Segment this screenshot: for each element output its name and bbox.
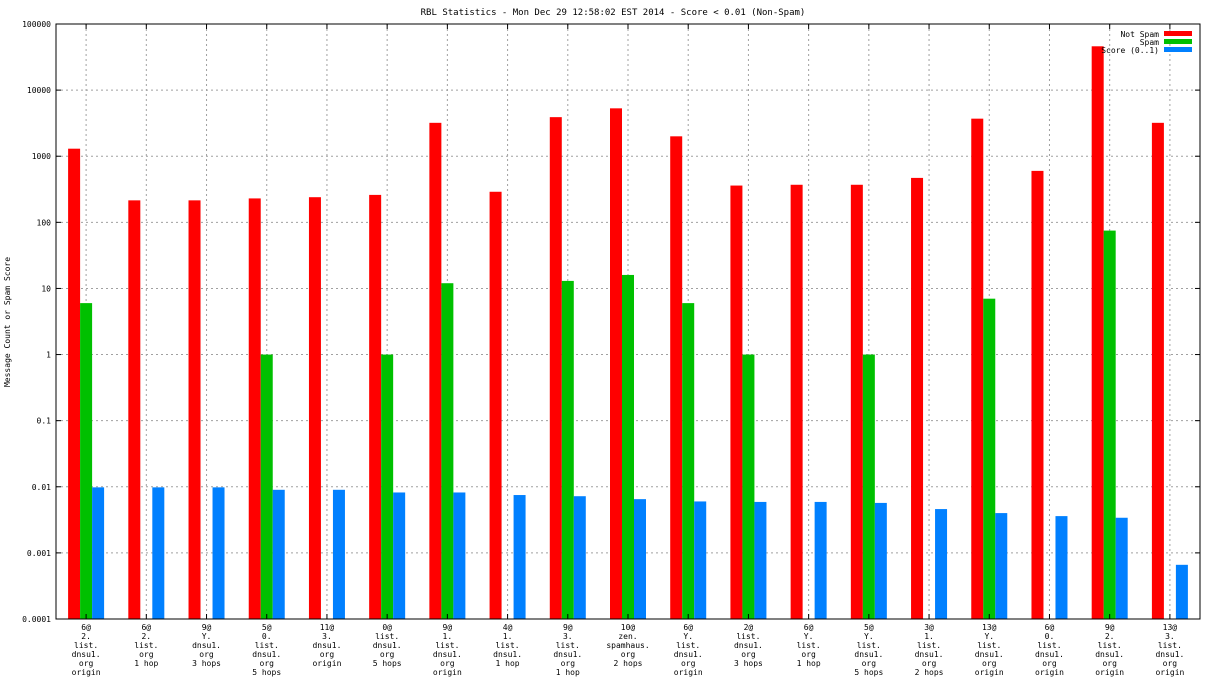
- bar-not-spam: [730, 185, 743, 620]
- bar-not-spam: [128, 200, 141, 619]
- legend-swatch: [1164, 31, 1192, 36]
- bar-not-spam: [1091, 46, 1104, 619]
- x-tick-label: 6@ 0. list. dnsu1. org origin: [1035, 623, 1064, 677]
- bars: [68, 46, 1188, 620]
- x-axis-ticks: 6@ 2. list. dnsu1. org origin 6@ 2. list. org 1 ho…: [72, 24, 1185, 677]
- bar-spam: [441, 283, 454, 619]
- bar-spam: [561, 280, 574, 619]
- y-tick-label: 1000: [32, 152, 51, 161]
- y-tick-label: 10000: [27, 86, 51, 95]
- bar-spam: [682, 303, 695, 619]
- x-tick-label: 6@ Y. list. dnsu1. org origin: [674, 623, 703, 677]
- y-tick-label: 1: [46, 351, 51, 360]
- legend-label: Score (0..1): [1101, 46, 1159, 55]
- legend-label: Spam: [1140, 38, 1159, 47]
- bar-score-0-1: [272, 489, 285, 619]
- y-tick-label: 100: [37, 218, 52, 227]
- bar-spam: [983, 298, 996, 619]
- x-tick-label: 4@ 1. list. dnsu1. 1 hop: [493, 623, 522, 668]
- x-tick-label: 9@ 2. list. dnsu1. org origin: [1095, 623, 1124, 677]
- bar-score-0-1: [754, 501, 767, 619]
- bar-score-0-1: [332, 489, 345, 619]
- x-tick-label: 6@ 2. list. dnsu1. org origin: [72, 623, 101, 677]
- y-tick-label: 0.01: [32, 483, 51, 492]
- y-axis-ticks: 0.0001 0.001 0.01 0.1 1 10 100 1000 10000 100000: [22, 20, 1200, 624]
- bar-not-spam: [850, 184, 863, 619]
- y-tick-label: 0.1: [37, 417, 52, 426]
- y-axis-label: Message Count or Spam Score: [3, 257, 12, 387]
- bar-score-0-1: [995, 513, 1008, 619]
- bar-score-0-1: [453, 492, 466, 619]
- x-tick-label: 9@ 1. list. dnsu1. org origin: [433, 623, 462, 677]
- bar-not-spam: [911, 177, 924, 619]
- chart-title: RBL Statistics - Mon Dec 29 12:58:02 EST…: [421, 8, 806, 18]
- bar-not-spam: [489, 191, 502, 620]
- y-tick-label: 0.0001: [22, 615, 51, 624]
- legend-label: Not Spam: [1120, 30, 1159, 39]
- bar-spam: [260, 354, 273, 619]
- bar-not-spam: [610, 108, 622, 619]
- bar-not-spam: [188, 200, 201, 619]
- bar-score-0-1: [1055, 516, 1068, 619]
- bar-not-spam: [369, 194, 382, 619]
- y-tick-label: 100000: [22, 20, 51, 29]
- bar-not-spam: [1151, 122, 1164, 619]
- x-tick-label: 11@ 3. dnsu1. org origin: [312, 623, 341, 668]
- x-tick-label: 5@ Y. list. dnsu1. org 5 hops: [854, 623, 883, 677]
- x-tick-label: 13@ Y. list. dnsu1. org origin: [975, 623, 1004, 677]
- bar-score-0-1: [814, 501, 827, 619]
- legend-swatch: [1164, 47, 1192, 52]
- bar-not-spam: [429, 122, 442, 619]
- bar-not-spam: [549, 117, 562, 619]
- bar-not-spam: [68, 148, 81, 619]
- bar-not-spam: [971, 118, 984, 619]
- bar-score-0-1: [634, 499, 646, 619]
- bar-score-0-1: [513, 495, 526, 619]
- bar-not-spam: [670, 136, 683, 619]
- x-tick-label: 5@ 0. list. dnsu1. org 5 hops: [252, 623, 281, 677]
- bar-score-0-1: [1175, 564, 1188, 619]
- bar-not-spam: [248, 198, 261, 619]
- bar-spam: [862, 354, 875, 619]
- bar-score-0-1: [212, 487, 225, 619]
- bar-spam: [622, 274, 634, 619]
- bar-spam: [381, 354, 394, 619]
- y-tick-label: 0.001: [27, 549, 51, 558]
- bar-spam: [80, 303, 93, 619]
- bar-score-0-1: [874, 502, 887, 619]
- x-tick-label: 6@ Y. list. org 1 hop: [797, 623, 821, 668]
- bar-score-0-1: [694, 501, 707, 619]
- x-tick-label: 0@ list. dnsu1. org 5 hops: [373, 623, 402, 668]
- x-tick-label: 10@ zen. spamhaus. org 2 hops: [606, 623, 649, 668]
- bar-score-0-1: [935, 509, 948, 619]
- x-tick-label: 9@ Y. dnsu1. org 3 hops: [192, 623, 221, 668]
- x-tick-label: 9@ 3. list. dnsu1. org 1 hop: [553, 623, 582, 677]
- x-tick-label: 3@ 1. list. dnsu1. org 2 hops: [915, 623, 944, 677]
- x-tick-label: 6@ 2. list. org 1 hop: [134, 623, 158, 668]
- bar-spam: [1103, 230, 1116, 619]
- bar-not-spam: [1031, 170, 1044, 619]
- bar-score-0-1: [92, 487, 105, 619]
- bar-score-0-1: [393, 492, 406, 619]
- x-tick-label: 13@ 3. list. dnsu1. org origin: [1155, 623, 1184, 677]
- legend-swatch: [1164, 39, 1192, 44]
- bar-spam: [742, 354, 755, 619]
- bar-not-spam: [790, 184, 803, 619]
- bar-not-spam: [308, 197, 321, 619]
- bar-score-0-1: [573, 496, 586, 619]
- bar-score-0-1: [152, 487, 165, 619]
- x-tick-label: 2@ list. dnsu1. org 3 hops: [734, 623, 763, 668]
- bar-score-0-1: [1115, 517, 1128, 619]
- y-tick-label: 10: [41, 284, 51, 293]
